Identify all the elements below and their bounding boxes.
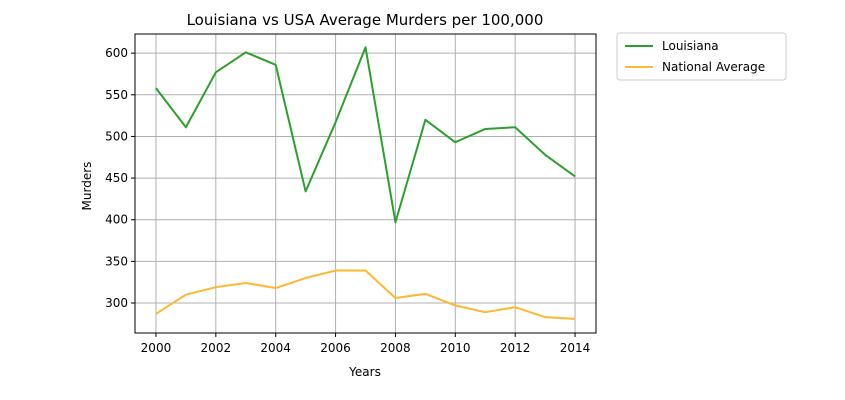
series-line-louisiana: [155, 46, 576, 224]
series-lines: [155, 46, 576, 320]
x-tick-label: 2002: [201, 341, 232, 355]
x-tick-label: 2008: [380, 341, 411, 355]
x-tick-label: 2014: [560, 341, 591, 355]
series-line-national-average: [155, 269, 576, 320]
y-tick-label: 300: [105, 296, 128, 310]
x-tick-label: 2010: [440, 341, 471, 355]
y-tick-label: 400: [105, 213, 128, 227]
grid-lines: [135, 34, 596, 333]
y-tick-label: 600: [105, 46, 128, 60]
legend-box: [616, 32, 787, 81]
legend: Louisiana National Average: [616, 32, 787, 81]
x-tick-label: 2012: [500, 341, 531, 355]
x-tick-label: 2004: [260, 341, 291, 355]
legend-label-louisiana: Louisiana: [662, 39, 719, 53]
y-tick-label: 450: [105, 171, 128, 185]
plot-frame: [134, 33, 597, 334]
x-tick-label: 2000: [141, 341, 172, 355]
y-axis-ticks: 300 350 400 450 500 550 600: [105, 46, 135, 310]
y-tick-label: 350: [105, 254, 128, 268]
chart-title: Louisiana vs USA Average Murders per 100…: [187, 11, 544, 29]
y-tick-label: 500: [105, 129, 128, 143]
y-tick-label: 550: [105, 88, 128, 102]
x-axis-label: Years: [348, 365, 381, 379]
legend-label-national-average: National Average: [662, 60, 765, 74]
x-axis-ticks: 2000 2002 2004 2006 2008 2010 2012 2014: [141, 333, 591, 355]
x-tick-label: 2006: [320, 341, 351, 355]
y-axis-label: Murders: [80, 162, 94, 211]
